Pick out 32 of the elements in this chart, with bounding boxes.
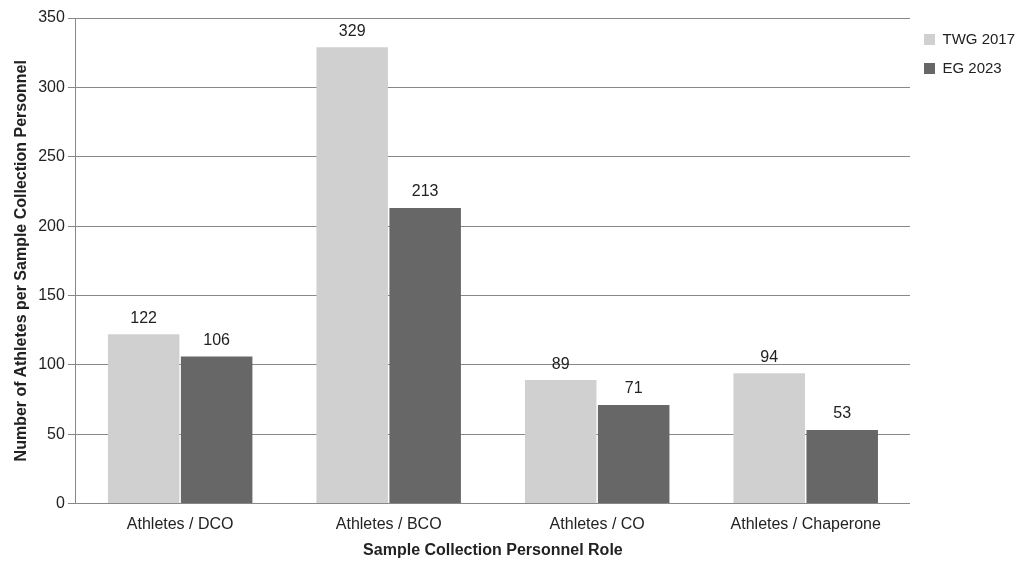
- bar: [389, 208, 461, 504]
- data-label: 122: [130, 308, 158, 326]
- y-tick-label: 150: [38, 285, 65, 303]
- bar: [316, 47, 388, 504]
- x-tick-label: Athletes / BCO: [335, 514, 442, 532]
- bar: [524, 380, 597, 504]
- data-label: 89: [551, 354, 570, 372]
- data-label: 71: [624, 379, 643, 397]
- data-label: 213: [411, 182, 439, 200]
- y-tick-label: 350: [38, 8, 65, 26]
- y-tick-label: 250: [38, 147, 65, 165]
- bar: [597, 405, 670, 504]
- x-tick-label: Athletes / DCO: [126, 514, 234, 532]
- x-axis-title: Sample Collection Personnel Role: [363, 540, 623, 558]
- data-label: 106: [203, 330, 231, 348]
- data-label: 94: [760, 347, 779, 365]
- legend-label: TWG 2017: [942, 29, 1016, 47]
- bar: [806, 430, 878, 504]
- y-tick-label: 200: [38, 216, 65, 234]
- bar: [733, 373, 805, 504]
- bar: [107, 334, 180, 504]
- y-tick-label: 300: [38, 77, 65, 95]
- legend-label: EG 2023: [942, 58, 1002, 76]
- bar: [180, 356, 253, 504]
- y-tick-label: 0: [55, 494, 65, 512]
- data-label: 53: [833, 404, 852, 422]
- y-axis-title: Number of Athletes per Sample Collection Personnel: [12, 60, 30, 462]
- y-tick-label: 100: [38, 355, 65, 373]
- x-tick-label: Athletes / Chaperone: [730, 514, 881, 532]
- y-tick-label: 50: [47, 424, 65, 442]
- data-label: 329: [338, 21, 366, 39]
- x-tick-label: Athletes / CO: [549, 514, 645, 532]
